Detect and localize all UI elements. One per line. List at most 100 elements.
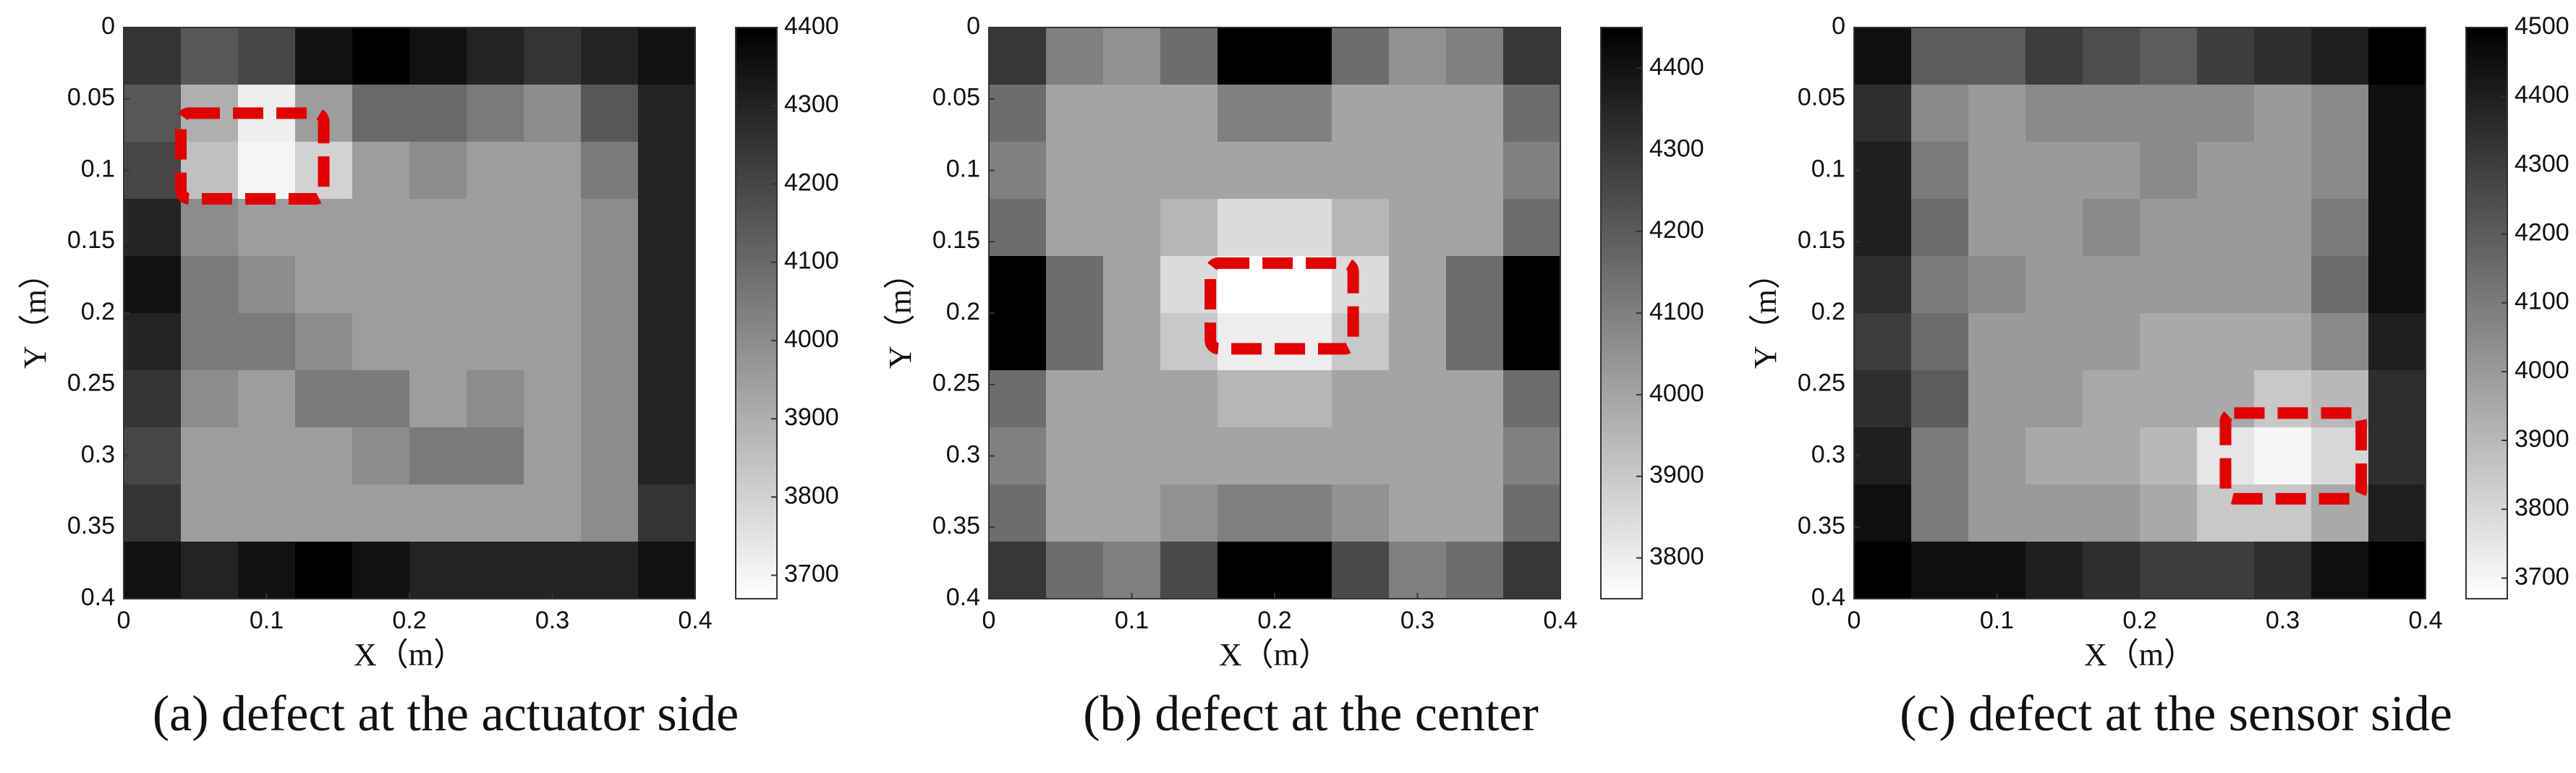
colorbar-tick-label: 4100 — [1649, 298, 1704, 325]
heat-cell — [467, 199, 524, 257]
heat-cell — [124, 427, 182, 485]
x-tick-label: 0.3 — [535, 607, 569, 634]
heat-cell — [2140, 27, 2198, 85]
y-tick-label: 0.1 — [1811, 155, 1845, 182]
caption: (a) defect at the actuator side — [153, 686, 739, 742]
heat-cell — [1332, 484, 1390, 542]
heat-cell — [409, 484, 467, 542]
heat-cell — [295, 542, 353, 599]
heat-cell — [1103, 542, 1161, 599]
heat-cell — [2197, 256, 2255, 314]
heat-cell — [1446, 370, 1504, 428]
colorbar-tick-label: 4000 — [784, 325, 839, 353]
heat-cell — [1103, 199, 1161, 257]
x-tick-label: 0.3 — [2266, 607, 2300, 634]
heat-cell — [1503, 199, 1561, 257]
heat-cell — [1503, 484, 1561, 542]
heat-cell — [1854, 85, 1912, 142]
heat-cell — [1332, 27, 1390, 85]
heat-cell — [352, 484, 410, 542]
heat-cell — [1103, 27, 1161, 85]
heat-cell — [1911, 542, 1969, 599]
heat-cell — [1046, 427, 1104, 485]
heat-cell — [1854, 199, 1912, 257]
heat-cell — [2140, 484, 2198, 542]
heat-cell — [2197, 142, 2255, 200]
heat-cell — [2083, 313, 2141, 371]
heat-cell — [1160, 427, 1218, 485]
heat-cell — [1968, 427, 2026, 485]
y-tick-label: 0.05 — [1798, 84, 1845, 111]
y-tick-label: 0.25 — [67, 370, 115, 397]
heat-cell — [1275, 427, 1332, 485]
heat-cell — [1332, 427, 1390, 485]
y-tick-label: 0.4 — [81, 584, 115, 611]
heat-cell — [238, 370, 296, 428]
heat-cell — [2197, 27, 2255, 85]
heat-cell — [1446, 542, 1504, 599]
heat-cell — [1389, 427, 1447, 485]
heat-cell — [1275, 370, 1332, 428]
heat-cell — [352, 85, 410, 142]
heat-cell — [1275, 85, 1332, 142]
x-tick-label: 0.2 — [392, 607, 426, 634]
heat-cell — [409, 427, 467, 485]
heat-cell — [1389, 85, 1447, 142]
heat-cell — [638, 142, 696, 200]
heat-cell — [2140, 142, 2198, 200]
heat-cell — [2311, 199, 2369, 257]
colorbar-tick-label: 4000 — [1649, 380, 1704, 407]
heat-cell — [467, 370, 524, 428]
defect-box — [175, 107, 330, 205]
heat-cell — [238, 199, 296, 257]
heat-cell — [1160, 199, 1218, 257]
heat-cell — [1217, 85, 1275, 142]
heat-cell — [295, 199, 353, 257]
y-tick-label: 0.15 — [932, 226, 980, 254]
heat-cell — [1503, 256, 1561, 314]
colorbar-tick-label: 4100 — [2515, 288, 2569, 315]
heat-cell — [581, 199, 639, 257]
colorbar-tick-label: 3900 — [784, 403, 839, 431]
heat-cell — [2197, 313, 2255, 371]
heat-cell — [2368, 27, 2426, 85]
y-tick-label: 0.1 — [946, 155, 980, 182]
heat-cell — [467, 256, 524, 314]
colorbar — [735, 27, 778, 599]
y-tick-label: 0 — [966, 12, 980, 40]
heat-cell — [1046, 27, 1104, 85]
heat-cell — [2140, 427, 2198, 485]
heat-cell — [524, 142, 582, 200]
heat-cell — [1275, 542, 1332, 599]
heat-cell — [2368, 256, 2426, 314]
heat-cell — [2140, 313, 2198, 371]
colorbar — [1600, 27, 1643, 599]
heat-cell — [989, 484, 1047, 542]
heat-cell — [2368, 542, 2426, 599]
heat-cell — [1332, 199, 1390, 257]
x-tick-label: 0.1 — [250, 607, 284, 634]
heat-cell — [238, 256, 296, 314]
heat-cell — [124, 27, 182, 85]
heat-cell — [1446, 313, 1504, 371]
heat-cell — [1911, 313, 1969, 371]
heat-cell — [2368, 370, 2426, 428]
heat-cell — [1911, 142, 1969, 200]
heat-cell — [1968, 85, 2026, 142]
heat-cell — [2083, 142, 2141, 200]
heat-cell — [409, 199, 467, 257]
heat-cell — [1332, 370, 1390, 428]
y-tick-label: 0.3 — [81, 440, 115, 468]
heat-cell — [352, 427, 410, 485]
heat-cell — [1103, 427, 1161, 485]
heat-cell — [124, 85, 182, 142]
heat-cell — [295, 256, 353, 314]
colorbar-tick-label: 4100 — [784, 247, 839, 275]
heat-cell — [1217, 142, 1275, 200]
heat-cell — [409, 370, 467, 428]
defect-box — [1204, 257, 1359, 355]
heat-cell — [2025, 427, 2083, 485]
heat-cell — [524, 85, 582, 142]
heat-cell — [1968, 256, 2026, 314]
colorbar-tick-label: 3800 — [2515, 494, 2569, 521]
